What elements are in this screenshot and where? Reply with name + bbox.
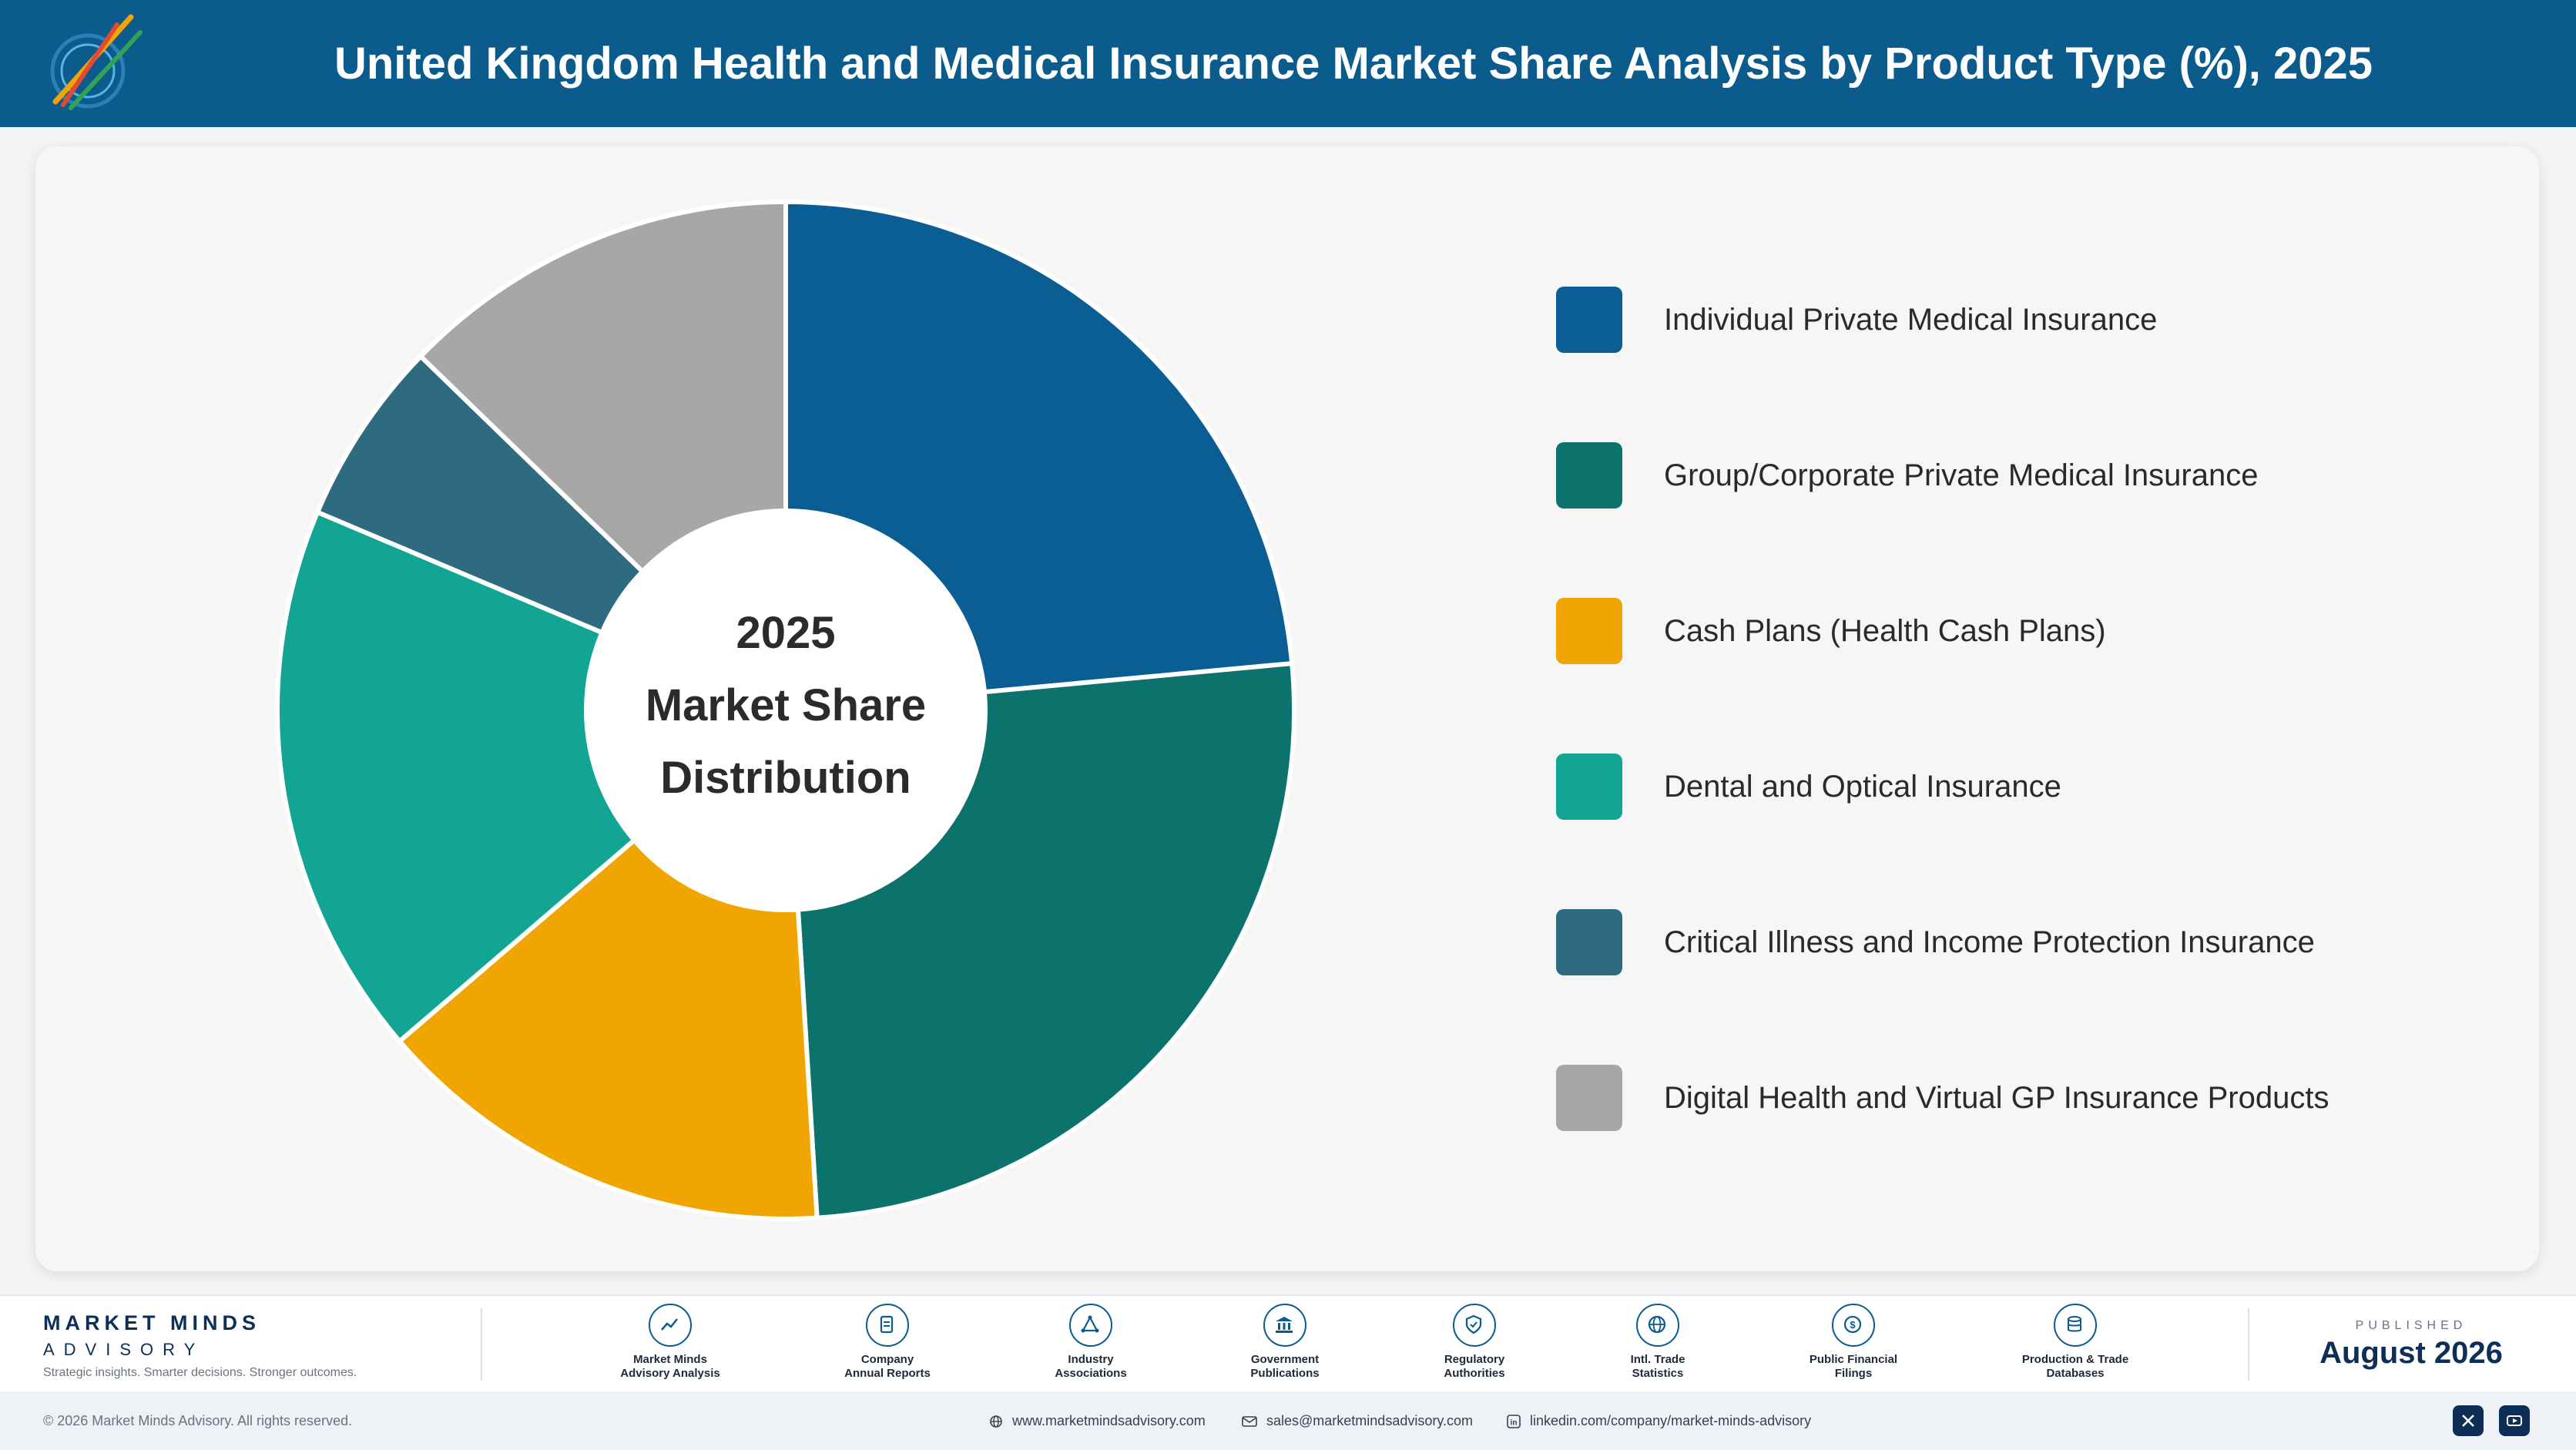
page-title: United Kingdom Health and Medical Insura… <box>334 39 2373 89</box>
x-icon <box>2462 1415 2474 1427</box>
published-date: August 2026 <box>2319 1336 2503 1370</box>
source-label: Publications <box>1250 1367 1320 1380</box>
source-label: Public Financial <box>1809 1353 1898 1366</box>
building-icon <box>1263 1304 1306 1347</box>
website-text: www.marketmindsadvisory.com <box>1012 1413 1206 1428</box>
email-text: sales@marketmindsadvisory.com <box>1266 1413 1474 1428</box>
database-icon <box>2054 1304 2097 1347</box>
brand-logo-icon <box>50 14 143 110</box>
brand-subtitle: ADVISORY <box>43 1340 205 1359</box>
source-government: Government Publications <box>1200 1304 1370 1381</box>
source-market-minds: Market Minds Advisory Analysis <box>585 1304 755 1381</box>
center-year: 2025 <box>736 608 836 658</box>
donut-hole <box>584 509 988 912</box>
globe-icon <box>1636 1304 1679 1347</box>
source-label: Filings <box>1834 1367 1873 1380</box>
footer: MARKET MINDS ADVISORY Strategic insights… <box>0 1294 2576 1393</box>
source-label: Intl. Trade <box>1630 1353 1685 1366</box>
legend-label: Group/Corporate Private Medical Insuranc… <box>1664 458 2259 492</box>
donut-center-label: 2025 Market Share Distribution <box>624 597 948 814</box>
legend-item: Dental and Optical Insurance <box>1556 752 2480 821</box>
source-label: Production & Trade <box>2021 1353 2129 1366</box>
legend-swatch <box>1556 1065 1622 1131</box>
youtube-social-button[interactable] <box>2499 1405 2530 1436</box>
footer-divider <box>2248 1308 2249 1381</box>
svg-text:$: $ <box>1850 1319 1856 1331</box>
legend-item: Cash Plans (Health Cash Plans) <box>1556 596 2480 666</box>
legend-label: Digital Health and Virtual GP Insurance … <box>1664 1081 2329 1115</box>
legend-swatch <box>1556 442 1622 509</box>
play-icon <box>2507 1415 2522 1426</box>
svg-text:in: in <box>1511 1419 1518 1428</box>
source-label: Industry <box>1068 1353 1114 1366</box>
linkedin-icon: in <box>1507 1415 1521 1429</box>
source-industry-associations: Industry Associations <box>1006 1304 1176 1381</box>
shield-icon <box>1453 1304 1496 1347</box>
linkedin-text: linkedin.com/company/market-minds-adviso… <box>1530 1413 1812 1428</box>
chart-line-icon <box>649 1304 692 1347</box>
legend-item: Critical Illness and Income Protection I… <box>1556 908 2480 977</box>
brand-name: MARKET MINDS <box>43 1311 260 1334</box>
source-company-reports: Company Annual Reports <box>803 1304 972 1381</box>
source-label: Company <box>860 1353 914 1366</box>
x-social-button[interactable] <box>2453 1405 2484 1436</box>
linkedin-link[interactable]: in linkedin.com/company/market-minds-advi… <box>1507 1391 1811 1450</box>
source-label: Databases <box>2046 1367 2105 1380</box>
header-bar: United Kingdom Health and Medical Insura… <box>0 0 2576 127</box>
mail-icon <box>1242 1416 1257 1428</box>
pie-slice <box>275 509 790 1045</box>
source-trade-databases: Production & Trade Databases <box>1991 1304 2160 1381</box>
source-label: Market Minds <box>633 1353 707 1366</box>
source-label: Annual Reports <box>844 1367 931 1380</box>
source-trade-statistics: Intl. Trade Statistics <box>1573 1304 1742 1381</box>
published-block: PUBLISHED August 2026 <box>2280 1319 2542 1371</box>
source-label: Authorities <box>1444 1367 1505 1380</box>
coin-icon: $ <box>1832 1304 1875 1347</box>
footer-divider <box>481 1308 482 1381</box>
published-label: PUBLISHED <box>2355 1319 2467 1332</box>
legend-label: Critical Illness and Income Protection I… <box>1664 925 2315 959</box>
legend-swatch <box>1556 909 1622 975</box>
bottom-bar: © 2026 Market Minds Advisory. All rights… <box>0 1391 2576 1450</box>
network-icon <box>1069 1304 1112 1347</box>
globe-icon <box>990 1415 1002 1428</box>
source-financial-filings: $ Public Financial Filings <box>1769 1304 1938 1381</box>
legend-item: Individual Private Medical Insurance <box>1556 285 2480 354</box>
footer-brand: MARKET MINDS ADVISORY Strategic insights… <box>43 1311 357 1380</box>
legend-label: Cash Plans (Health Cash Plans) <box>1664 614 2106 648</box>
source-label: Advisory Analysis <box>620 1367 720 1380</box>
legend-swatch <box>1556 598 1622 664</box>
legend-swatch <box>1556 754 1622 820</box>
source-regulatory: Regulatory Authorities <box>1390 1304 1559 1381</box>
legend-label: Dental and Optical Insurance <box>1664 770 2061 804</box>
copyright-text: © 2026 Market Minds Advisory. All rights… <box>43 1413 353 1428</box>
legend-item: Group/Corporate Private Medical Insuranc… <box>1556 441 2480 510</box>
legend-item: Digital Health and Virtual GP Insurance … <box>1556 1063 2480 1133</box>
center-line-3: Distribution <box>660 753 911 803</box>
legend-swatch <box>1556 287 1622 353</box>
email-link[interactable]: sales@marketmindsadvisory.com <box>1242 1391 1473 1450</box>
brand-tagline: Strategic insights. Smarter decisions. S… <box>43 1366 357 1379</box>
source-label: Associations <box>1055 1367 1127 1380</box>
center-line-2: Market Share <box>645 680 927 730</box>
document-icon <box>866 1304 909 1347</box>
legend-label: Individual Private Medical Insurance <box>1664 303 2158 337</box>
source-label: Government <box>1250 1353 1320 1366</box>
source-label: Statistics <box>1632 1367 1684 1380</box>
source-label: Regulatory <box>1444 1353 1505 1366</box>
website-link[interactable]: www.marketmindsadvisory.com <box>989 1391 1206 1450</box>
